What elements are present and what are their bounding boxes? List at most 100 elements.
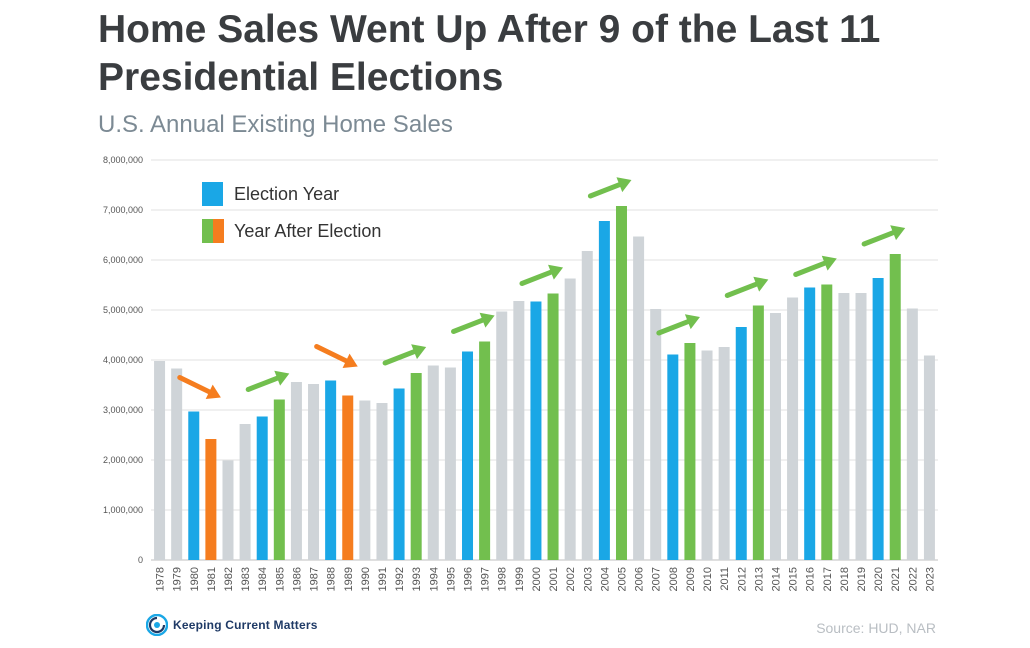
x-tick-label: 1994	[428, 567, 440, 591]
bar-1996	[462, 351, 474, 560]
bar-2017	[821, 284, 833, 560]
bar-2021	[889, 254, 901, 560]
arrow-head-icon	[821, 255, 837, 271]
trend-arrow-up	[656, 314, 700, 336]
arrow-shaft	[656, 319, 691, 336]
arrow-head-icon	[411, 344, 427, 360]
y-axis-ticks: 0 1,000,000 2,000,000 3,000,000 4,000,000 5,0…	[103, 155, 143, 565]
bar-2012	[735, 327, 747, 560]
x-tick-label: 1990	[360, 567, 372, 591]
gridlines	[151, 159, 938, 561]
bar-2019	[855, 293, 867, 560]
x-tick-label: 2004	[599, 567, 611, 591]
arrow-shaft	[314, 344, 349, 364]
bar-2011	[718, 347, 730, 560]
arrow-head-icon	[684, 314, 700, 330]
logo-text: Keeping Current Matters	[173, 618, 318, 632]
x-tick-label: 1979	[172, 567, 184, 591]
x-tick-label: 1987	[309, 567, 321, 591]
trend-arrow-up	[245, 370, 290, 392]
logo-swirl-icon	[146, 614, 168, 636]
bar-2020	[872, 278, 884, 560]
bar-2018	[838, 293, 850, 560]
trend-arrow-up	[519, 264, 564, 286]
x-tick-label: 1988	[326, 567, 338, 591]
arrow-head-icon	[616, 177, 632, 193]
bar-2010	[701, 350, 713, 560]
x-tick-label: 2019	[856, 567, 868, 591]
title-line-2: Presidential Elections	[98, 56, 504, 99]
x-tick-label: 1978	[155, 567, 167, 591]
trend-arrow-up	[793, 255, 837, 277]
bar-2007	[650, 309, 662, 560]
arrow-head-icon	[890, 225, 906, 241]
trend-arrow-up	[724, 276, 769, 298]
x-tick-label: 2018	[839, 567, 851, 591]
arrow-head-icon	[342, 353, 358, 369]
bar-1983	[239, 424, 251, 560]
bar-1984	[256, 416, 268, 560]
x-tick-label: 2002	[565, 567, 577, 591]
bar-2015	[787, 297, 799, 560]
legend-label: Election Year	[234, 184, 339, 204]
x-tick-label: 1980	[189, 567, 201, 591]
x-tick-label: 2009	[685, 567, 697, 591]
x-tick-label: 2015	[788, 567, 800, 591]
bar-2013	[752, 305, 764, 560]
bar-2003	[581, 251, 593, 560]
arrow-shaft	[177, 375, 212, 395]
x-tick-label: 2008	[668, 567, 680, 591]
bar-2022	[906, 308, 918, 560]
x-tick-label: 2014	[770, 567, 782, 591]
x-tick-label: 2022	[907, 567, 919, 591]
bar-1979	[171, 368, 183, 560]
trend-arrow-up	[587, 177, 632, 199]
x-tick-label: 1989	[343, 567, 355, 591]
trend-arrows	[177, 177, 906, 400]
bar-2001	[547, 293, 559, 560]
x-tick-label: 2001	[548, 567, 560, 591]
bar-2008	[667, 354, 679, 560]
x-tick-label: 2017	[822, 567, 834, 591]
legend-swatch	[213, 219, 224, 243]
x-tick-label: 1999	[514, 567, 526, 591]
kcm-logo: Keeping Current Matters	[146, 614, 318, 636]
bar-1986	[290, 382, 302, 560]
x-tick-label: 1993	[411, 567, 423, 591]
bar-1994	[427, 365, 439, 560]
x-tick-label: 1982	[223, 567, 235, 591]
bar-1999	[513, 301, 525, 560]
arrow-shaft	[382, 349, 417, 366]
legend-swatch	[202, 182, 223, 206]
bar-1995	[444, 367, 456, 560]
title-line-1: Home Sales Went Up After 9 of the Last 1…	[98, 8, 881, 51]
bar-2009	[684, 343, 696, 560]
x-tick-label: 2013	[753, 567, 765, 591]
bar-1997	[479, 341, 491, 560]
bar-2016	[804, 287, 816, 560]
x-tick-label: 2012	[736, 567, 748, 591]
x-tick-label: 1986	[291, 567, 303, 591]
arrow-shaft	[245, 375, 280, 392]
x-tick-label: 1995	[445, 567, 457, 591]
trend-arrow-up	[861, 225, 906, 247]
arrow-shaft	[587, 182, 622, 199]
bars	[154, 206, 935, 560]
y-tick-label: 0	[138, 555, 143, 565]
arrow-head-icon	[479, 312, 495, 328]
bar-1990	[359, 400, 371, 560]
legend-label: Year After Election	[234, 221, 381, 241]
arrow-head-icon	[753, 276, 769, 292]
y-tick-label: 7,000,000	[103, 205, 143, 215]
y-tick-label: 1,000,000	[103, 505, 143, 515]
x-tick-label: 1983	[240, 567, 252, 591]
bar-2004	[598, 221, 610, 560]
y-tick-label: 6,000,000	[103, 255, 143, 265]
arrow-head-icon	[274, 370, 290, 386]
x-tick-label: 2020	[873, 567, 885, 591]
x-tick-label: 1985	[274, 567, 286, 591]
legend: Election Year Year After Election	[202, 182, 381, 243]
y-tick-label: 8,000,000	[103, 155, 143, 165]
x-tick-label: 2000	[531, 567, 543, 591]
y-tick-label: 4,000,000	[103, 355, 143, 365]
